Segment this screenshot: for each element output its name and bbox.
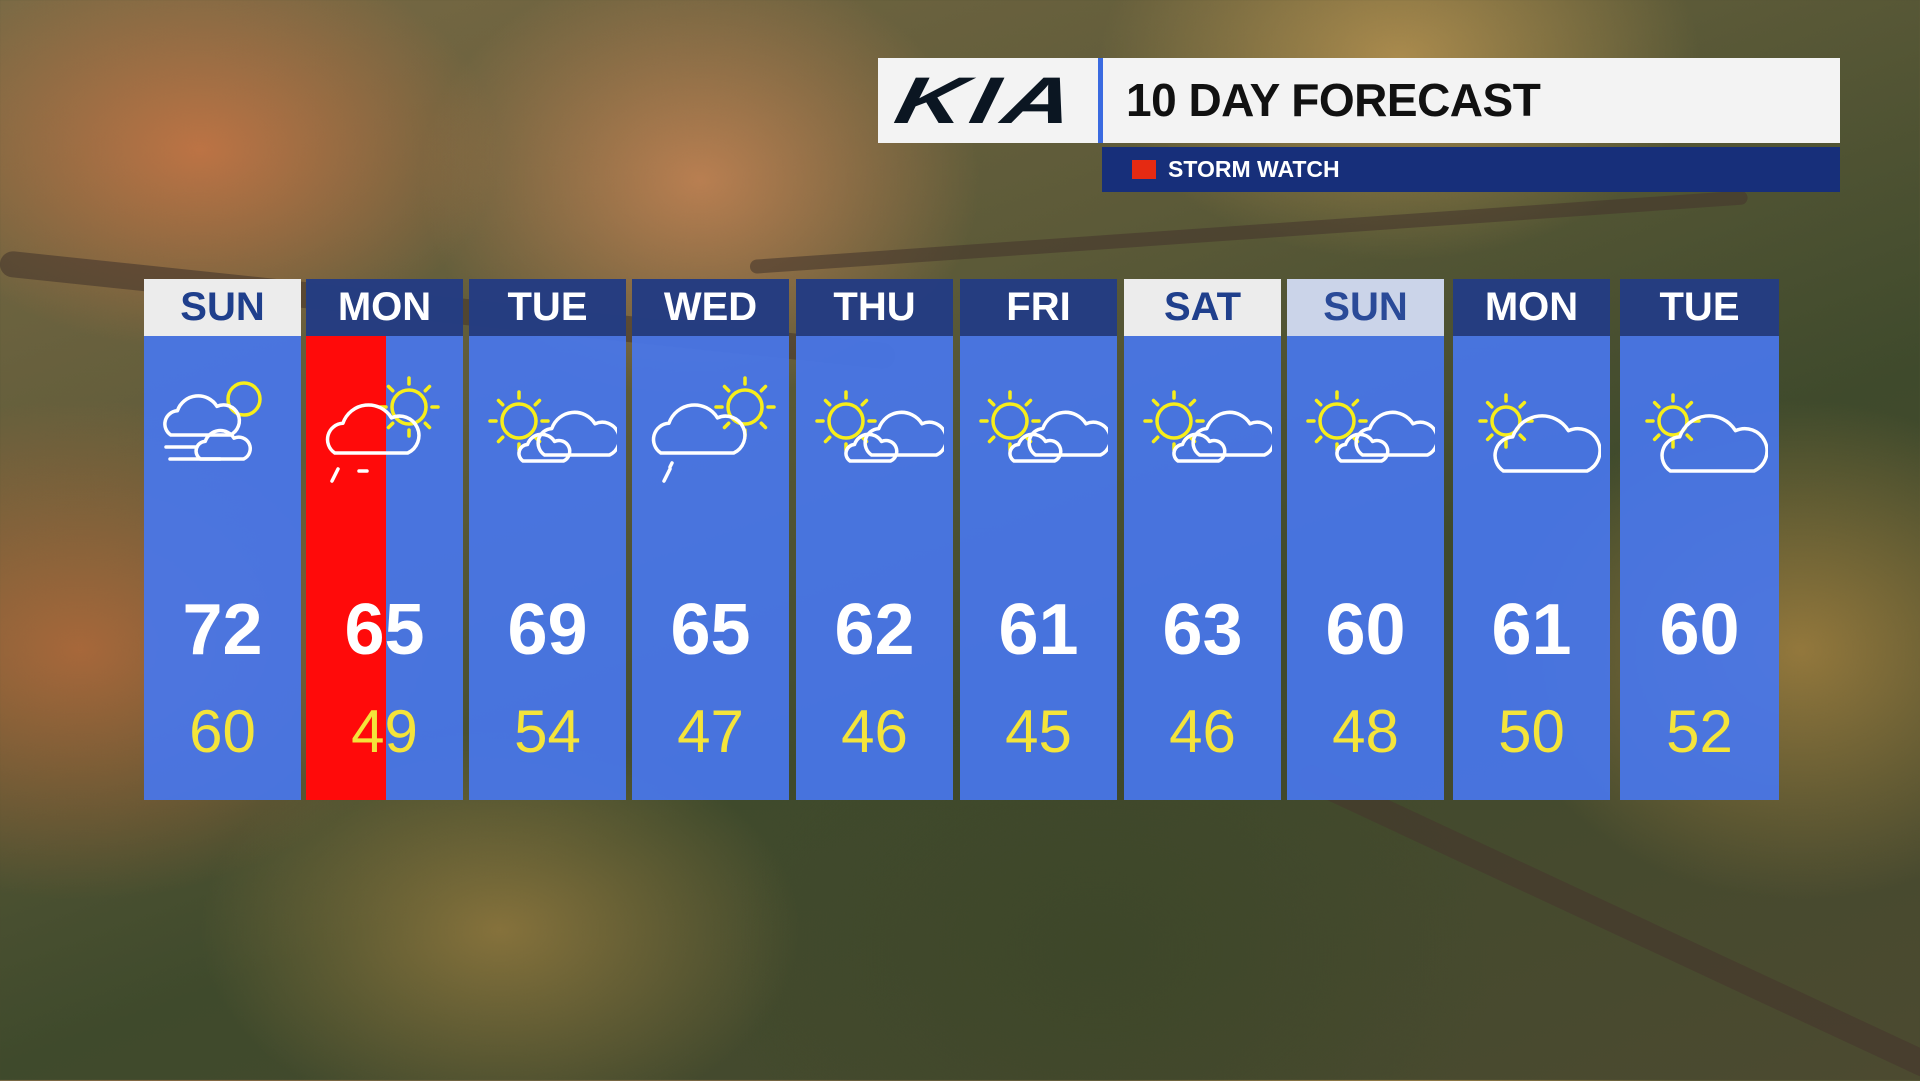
partly-cloudy-windy-icon (163, 381, 262, 461)
low-temp: 60 (189, 698, 256, 765)
low-temp: 47 (677, 698, 744, 765)
high-temp: 62 (834, 590, 915, 670)
forecast-day-tile: MON 61 50 (1453, 279, 1610, 800)
high-temp: 60 (1325, 590, 1406, 670)
low-temp: 46 (1169, 698, 1236, 765)
forecast-day-tile: MON 65 49 (306, 279, 463, 800)
high-temp: 72 (182, 590, 263, 670)
forecast-day-tile: THU 62 46 (796, 279, 953, 800)
low-temp: 45 (1005, 698, 1072, 765)
forecast-day-tile: SUN 72 60 (144, 279, 301, 800)
alert-color-swatch (1132, 160, 1156, 179)
partly-cloudy-icon (815, 390, 944, 463)
high-temp: 69 (507, 590, 588, 670)
partly-cloudy-shower-icon (651, 376, 776, 483)
day-label: FRI (960, 279, 1117, 336)
day-label: MON (1453, 279, 1610, 336)
storm-highlight (306, 336, 386, 800)
alert-bar: STORM WATCH (1102, 147, 1840, 192)
day-label: MON (306, 279, 463, 336)
background-branch (749, 190, 1749, 274)
high-temp: 60 (1659, 590, 1740, 670)
alert-label: STORM WATCH (1168, 156, 1340, 182)
high-temp: 61 (1491, 590, 1572, 670)
high-temp: 65 (344, 590, 425, 670)
low-temp: 46 (841, 698, 908, 765)
page-title: 10 DAY FORECAST (1126, 74, 1541, 126)
brand-wordmark: KIA (889, 63, 1087, 137)
day-label: SUN (1287, 279, 1444, 336)
partly-cloudy-icon (1306, 390, 1435, 463)
day-label: THU (796, 279, 953, 336)
day-label: TUE (469, 279, 626, 336)
low-temp: 48 (1332, 698, 1399, 765)
high-temp: 65 (670, 590, 751, 670)
low-temp: 49 (351, 698, 418, 765)
forecast-day-tile: FRI 61 45 (960, 279, 1117, 800)
partly-cloudy-showers-icon (325, 376, 440, 483)
day-label: SAT (1124, 279, 1281, 336)
forecast-day-tile: TUE 69 54 (469, 279, 626, 800)
high-temp: 61 (998, 590, 1079, 670)
low-temp: 52 (1666, 698, 1733, 765)
day-label: TUE (1620, 279, 1779, 336)
day-label: SUN (144, 279, 301, 336)
kia-logo: KIA (878, 58, 1103, 143)
partly-cloudy-icon (979, 390, 1108, 463)
high-temp: 63 (1162, 590, 1243, 670)
forecast-day-tile: TUE 60 52 (1620, 279, 1779, 800)
partly-cloudy-icon (488, 390, 617, 463)
mostly-cloudy-icon (1645, 393, 1768, 473)
mostly-cloudy-icon (1478, 393, 1601, 473)
forecast-day-tile: SUN 60 48 (1287, 279, 1444, 800)
forecast-day-tile: WED 65 47 (632, 279, 789, 800)
forecast-day-tile: SAT 63 46 (1124, 279, 1281, 800)
background-branch (1294, 761, 1920, 1081)
day-label: WED (632, 279, 789, 336)
forecast-header: KIA 10 DAY FORECAST (878, 58, 1840, 143)
low-temp: 54 (514, 698, 581, 765)
partly-cloudy-icon (1143, 390, 1272, 463)
low-temp: 50 (1498, 698, 1565, 765)
